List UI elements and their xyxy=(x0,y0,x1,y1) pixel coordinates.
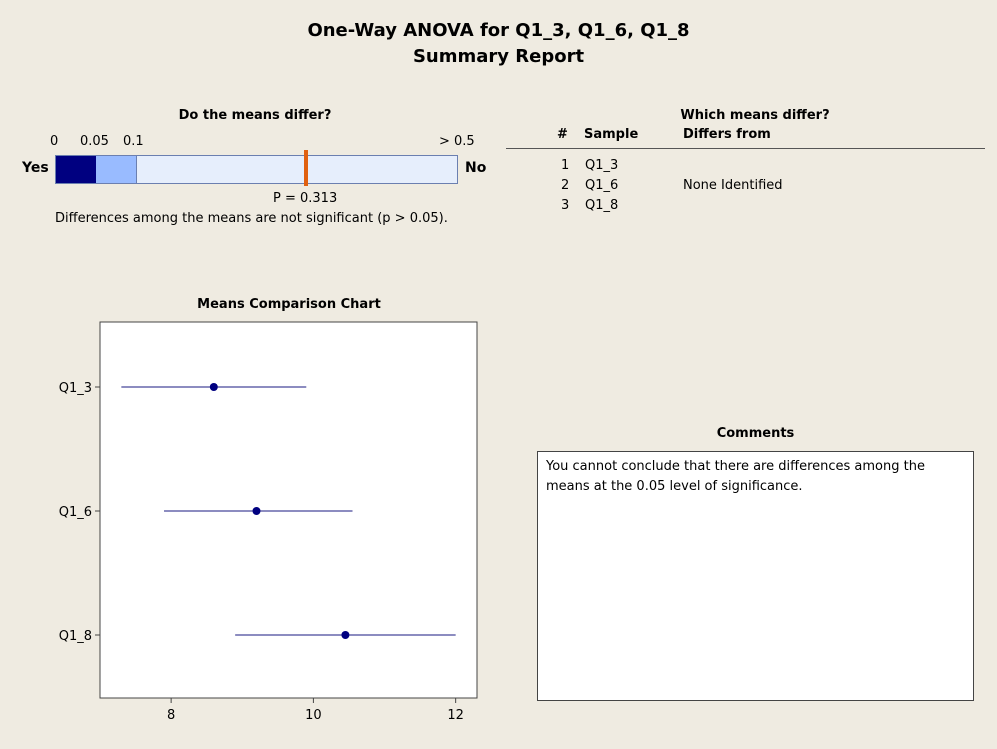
x-tick-label-1: 8 xyxy=(167,708,175,723)
comments-box: You cannot conclude that there are diffe… xyxy=(537,451,974,701)
col-header-sample: Sample xyxy=(584,127,639,142)
row-1-num: 1 xyxy=(561,158,570,173)
significance-bar-weak xyxy=(136,155,458,184)
plot-area xyxy=(99,321,478,699)
mean-point-1 xyxy=(209,383,218,391)
scale-label-0: 0 xyxy=(50,134,59,149)
y-tick-label-2: Q1_6 xyxy=(59,505,92,520)
p-value-label: P = 0.313 xyxy=(273,191,338,206)
significance-bar-moderate xyxy=(96,155,136,184)
yes-label: Yes xyxy=(22,160,49,176)
table-divider xyxy=(506,148,985,149)
row-3-num: 3 xyxy=(561,198,570,213)
y-tick-label-3: Q1_8 xyxy=(59,629,92,644)
x-tick-label-2: 10 xyxy=(305,708,322,723)
report-subtitle: Summary Report xyxy=(412,46,585,67)
comments-text: You cannot conclude that there are diffe… xyxy=(546,459,925,494)
mean-point-2 xyxy=(252,507,261,515)
row-2-num: 2 xyxy=(561,178,570,193)
y-tick-label-1: Q1_3 xyxy=(59,381,92,396)
col-header-num: # xyxy=(557,127,568,142)
p-value-marker xyxy=(304,150,308,186)
chart-title: Means Comparison Chart xyxy=(197,297,381,312)
scale-label-05: > 0.5 xyxy=(439,134,475,149)
row-2-sample: Q1_6 xyxy=(585,178,619,193)
comments-heading: Comments xyxy=(716,426,795,441)
report-title: One-Way ANOVA for Q1_3, Q1_6, Q1_8 xyxy=(307,20,690,41)
col-header-differs: Differs from xyxy=(683,127,771,142)
significance-bar-strong xyxy=(55,155,98,184)
significance-conclusion: Differences among the means are not sign… xyxy=(55,211,448,226)
row-2-differs: None Identified xyxy=(683,178,783,193)
scale-label-005: 0.05 xyxy=(80,134,109,149)
mean-point-3 xyxy=(341,631,350,639)
means-comparison-chart: Q1_3 Q1_6 Q1_8 8 10 12 xyxy=(59,321,478,723)
no-label: No xyxy=(465,160,487,176)
row-3-sample: Q1_8 xyxy=(585,198,619,213)
row-1-sample: Q1_3 xyxy=(585,158,619,173)
which-differ-heading: Which means differ? xyxy=(680,108,830,123)
x-tick-label-3: 12 xyxy=(447,708,464,723)
means-differ-heading: Do the means differ? xyxy=(178,108,332,123)
scale-label-01: 0.1 xyxy=(123,134,144,149)
